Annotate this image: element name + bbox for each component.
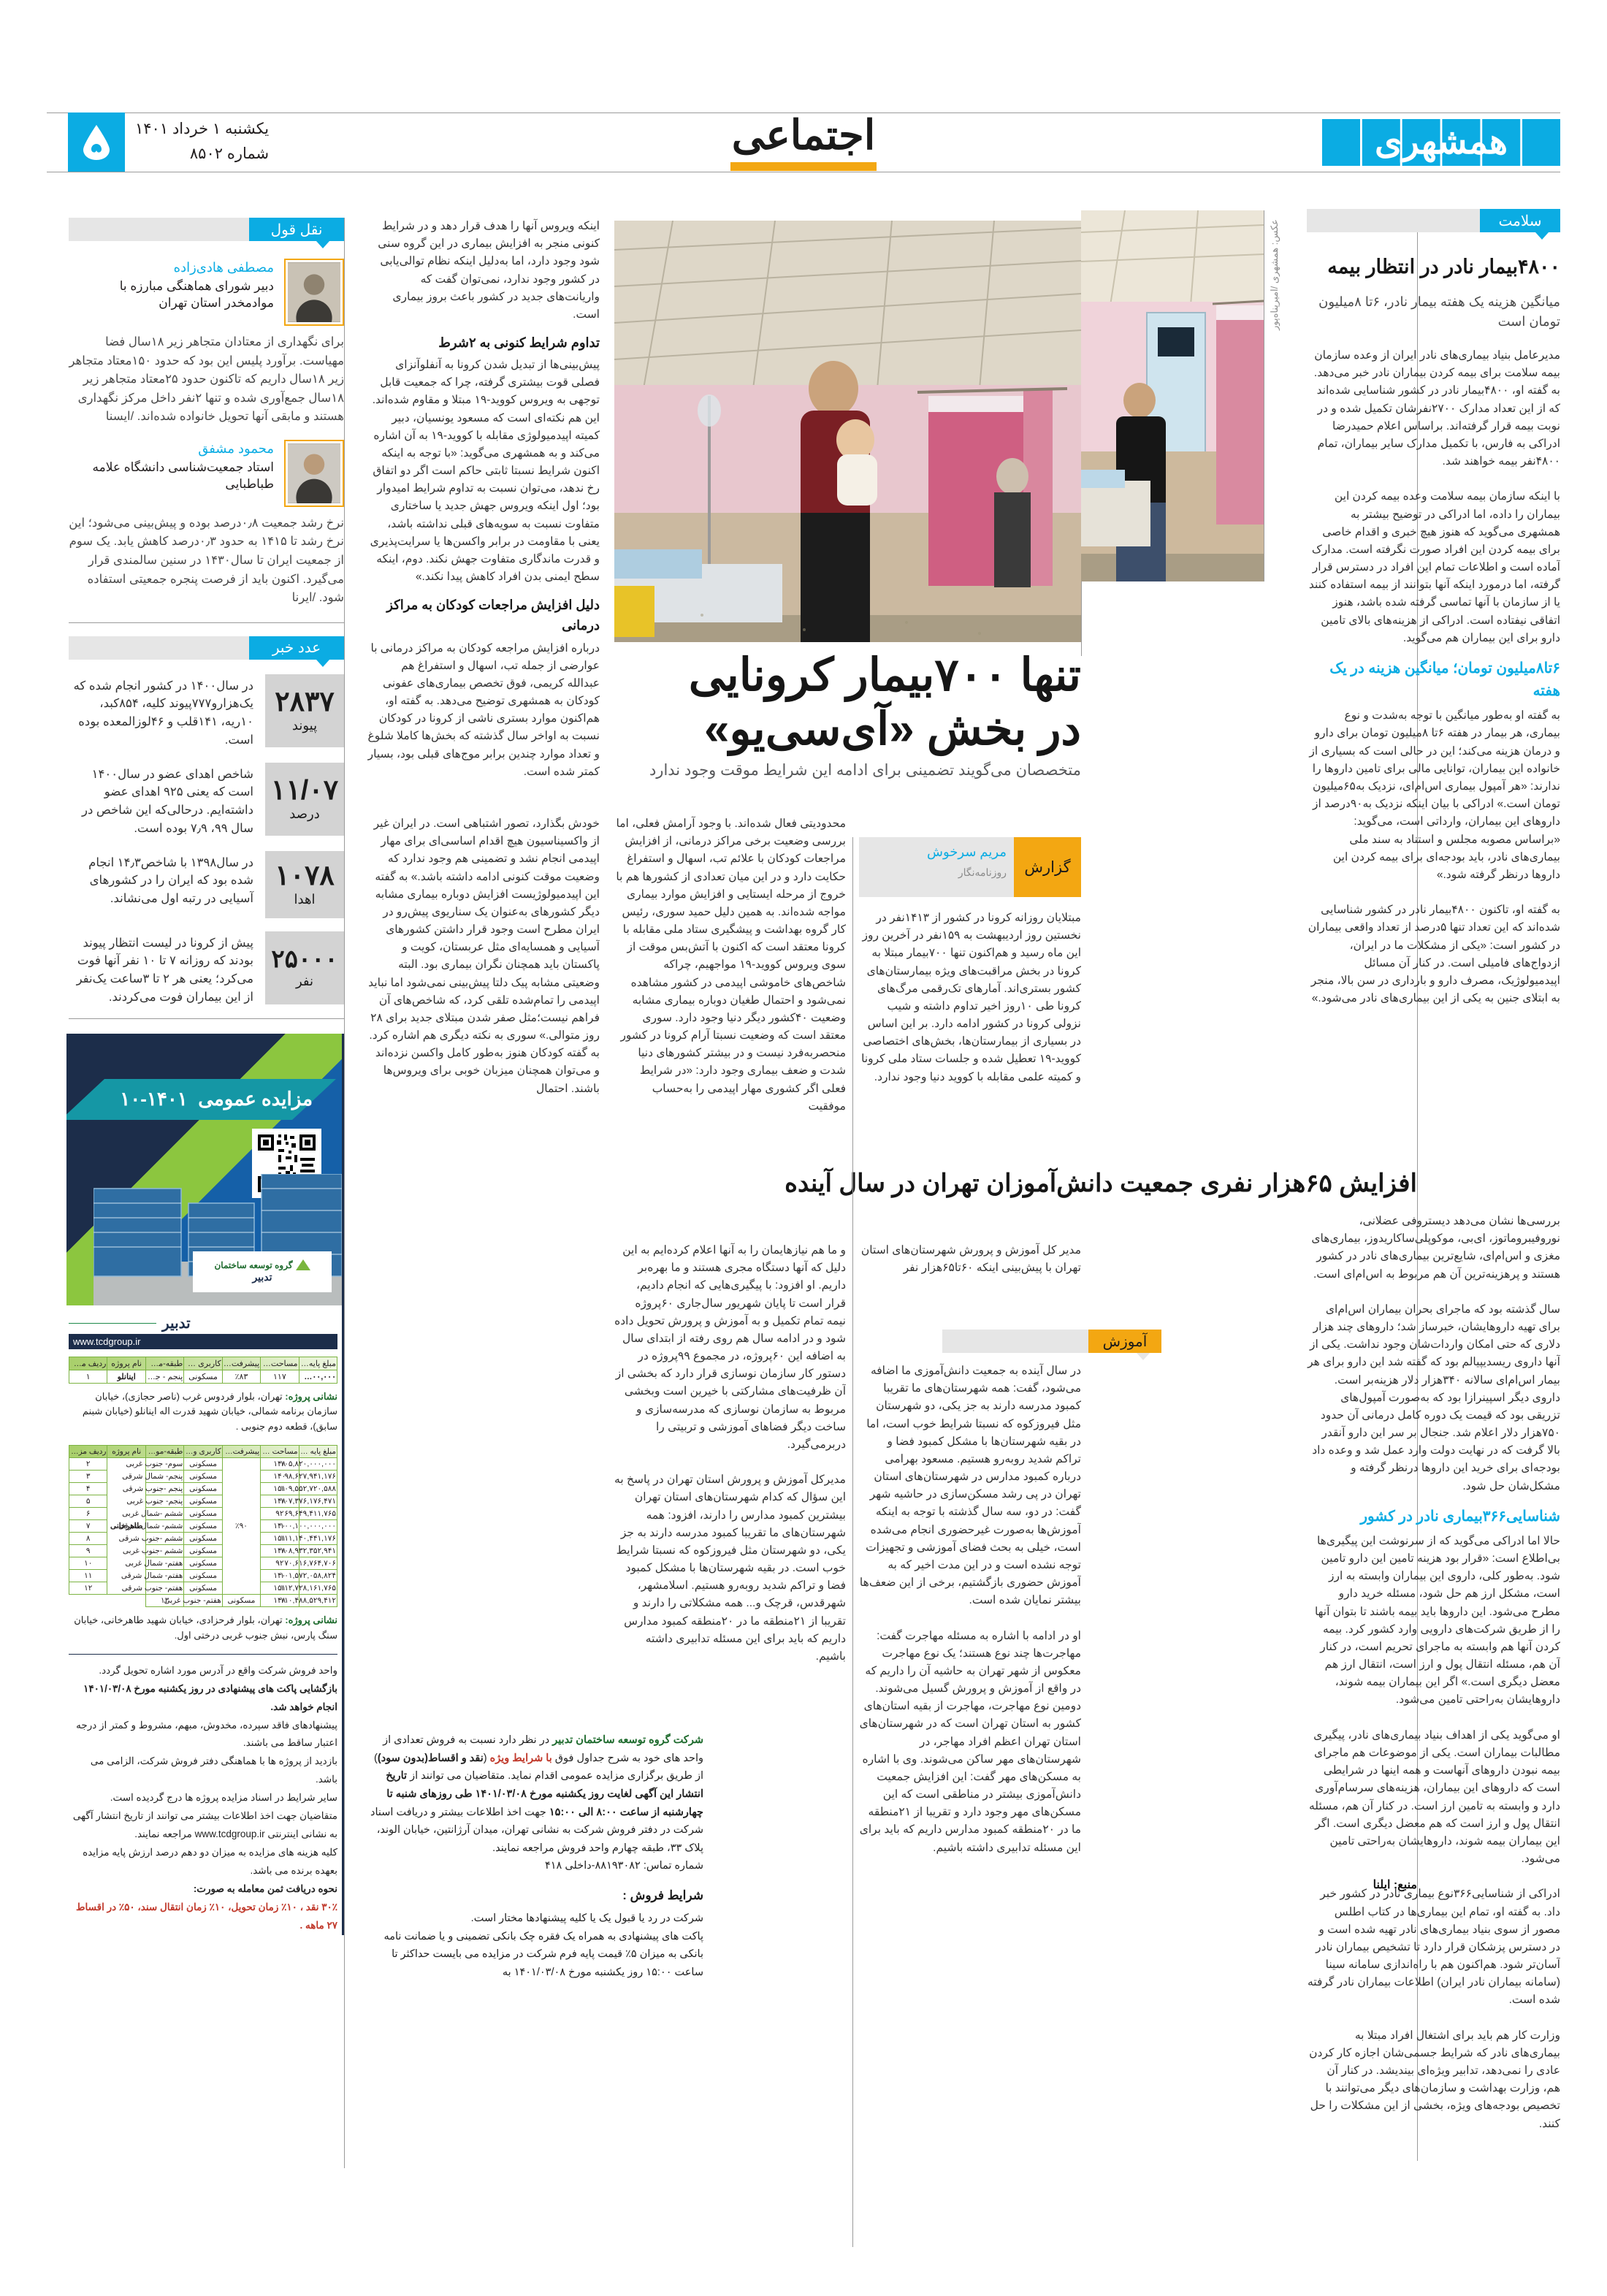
svg-text:همشهری: همشهری <box>1375 123 1508 163</box>
